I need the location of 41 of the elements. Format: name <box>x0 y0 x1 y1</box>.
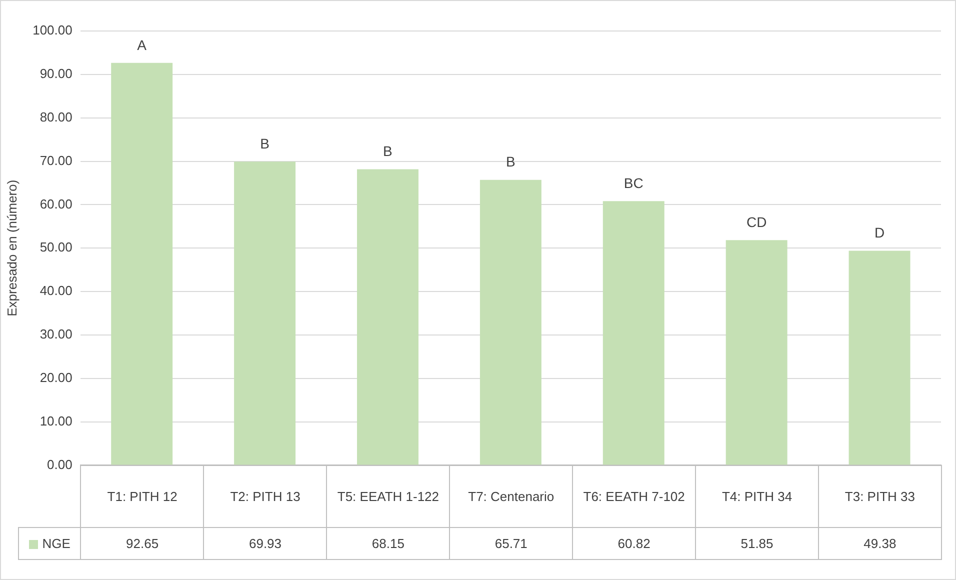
data-label: 68.15 <box>326 528 450 560</box>
y-axis-title: Expresado en (número) <box>4 180 20 316</box>
y-tick-label: 90.00 <box>40 66 72 81</box>
data-label: 65.71 <box>450 528 573 560</box>
bar <box>111 62 173 465</box>
y-tick-label: 40.00 <box>40 283 72 298</box>
y-tick-label: 80.00 <box>40 109 72 124</box>
bar <box>234 162 296 465</box>
annotation: B <box>260 135 270 152</box>
data-label: 60.82 <box>572 528 696 560</box>
annotation: B <box>383 143 392 160</box>
annotation: D <box>874 224 885 241</box>
bar <box>480 180 542 465</box>
bar <box>848 250 910 465</box>
data-label: 69.93 <box>204 528 327 560</box>
y-tick-label: 70.00 <box>40 152 72 168</box>
x-tick-label: T4: PITH 34 <box>696 466 818 528</box>
y-tick-label: 100.00 <box>32 22 72 38</box>
bar <box>356 169 418 465</box>
annotation: B <box>506 154 516 170</box>
y-tick-label: 50.00 <box>40 240 72 255</box>
annotation: A <box>137 36 148 53</box>
annotation: CD <box>746 214 767 230</box>
y-tick-label: 0.00 <box>47 456 72 472</box>
x-tick-label: T2: PITH 13 <box>204 466 327 528</box>
data-label: 49.38 <box>818 528 942 560</box>
legend-label: NGE <box>18 528 81 560</box>
x-tick-label: T1: PITH 12 <box>80 466 204 528</box>
data-label: 51.85 <box>696 528 818 560</box>
bar <box>602 201 664 465</box>
x-tick-label: T5: EEATH 1-122 <box>326 466 450 528</box>
bar <box>726 240 788 465</box>
x-tick-label: T3: PITH 33 <box>818 466 942 528</box>
y-tick-label: 10.00 <box>40 413 72 428</box>
data-label: 92.65 <box>80 528 204 560</box>
x-tick-label: T7: Centenario <box>450 466 573 528</box>
y-tick-label: 20.00 <box>40 370 72 385</box>
annotation: BC <box>624 174 644 191</box>
y-tick-label: 60.00 <box>40 196 72 212</box>
y-tick-label: 30.00 <box>40 326 72 342</box>
x-tick-label: T6: EEATH 7-102 <box>572 466 696 528</box>
